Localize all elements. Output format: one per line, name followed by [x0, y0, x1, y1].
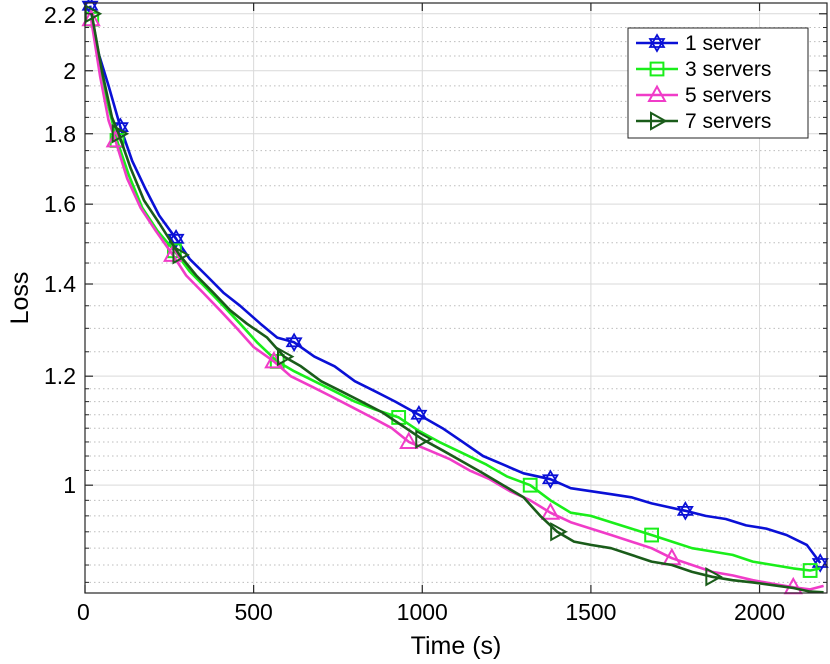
legend-item-3: 5 servers: [636, 84, 771, 107]
legend-marker-1: [648, 33, 666, 53]
x-tick-label-3: 1500: [565, 599, 616, 625]
legend-label-3: 5 servers: [685, 84, 771, 107]
series-1-marker-6: [676, 501, 694, 521]
y-tick-labels: 1 1.2 1.4 1.6 1.8 2 2.2: [44, 2, 76, 498]
y-tick-label-2: 1.4: [44, 271, 76, 297]
x-tick-label-2: 1000: [397, 599, 448, 625]
series-4-marker-6: [705, 567, 723, 587]
plot-frame: [84, 2, 828, 594]
y-tick-label-6: 2.2: [44, 2, 76, 28]
legend-label-2: 3 servers: [685, 58, 771, 81]
series-3-marker-5: [540, 502, 561, 520]
series-2-marker-7: [802, 563, 818, 578]
series-4-marker-3: [276, 346, 295, 367]
y-tick-label-0: 1: [63, 472, 76, 498]
legend: 1 server 3 servers 5 servers 7 servers: [627, 27, 809, 139]
y-axis-label: Loss: [6, 272, 34, 325]
series-1: [81, 0, 829, 573]
series-line-1: [88, 5, 822, 564]
x-tick-labels: 0 500 1000 1500 2000: [77, 599, 785, 625]
x-axis-label: Time (s): [411, 632, 502, 660]
legend-label-1: 1 server: [685, 32, 761, 55]
series-1-marker-5: [541, 469, 559, 490]
x-tick-label-4: 2000: [734, 599, 785, 625]
x-tick-label-1: 500: [234, 599, 272, 625]
y-tick-label-5: 2: [63, 58, 76, 84]
series-3-marker-4: [399, 431, 419, 449]
series-1-marker-2: [167, 228, 185, 249]
axis-ticks: [84, 3, 827, 593]
legend-marker-2: [649, 61, 665, 77]
series-2-marker-5: [522, 477, 538, 493]
series-4-marker-4: [415, 429, 433, 449]
legend-label-4: 7 servers: [685, 110, 771, 133]
series-2-marker-6: [644, 527, 660, 543]
legend-item-2: 3 servers: [636, 58, 771, 81]
x-tick-label-0: 0: [77, 599, 90, 625]
series-4-marker-2: [172, 245, 190, 265]
series-1-marker-4: [410, 404, 428, 425]
legend-item-4: 7 servers: [636, 110, 771, 133]
y-tick-label-3: 1.6: [44, 191, 76, 217]
legend-item-1: 1 server: [636, 32, 761, 55]
y-tick-label-1: 1.2: [44, 363, 76, 389]
series-4-marker-1: [111, 124, 130, 144]
series-4-marker-5: [550, 522, 568, 542]
series-line-4: [90, 13, 824, 594]
series-1-marker-3: [285, 332, 303, 353]
y-tick-label-4: 1.8: [44, 121, 76, 147]
series-3-marker-0: [81, 8, 101, 27]
series-layer: [81, 0, 829, 595]
legend-marker-4: [650, 111, 668, 131]
legend-marker-3: [647, 84, 667, 102]
series-4: [84, 4, 824, 594]
